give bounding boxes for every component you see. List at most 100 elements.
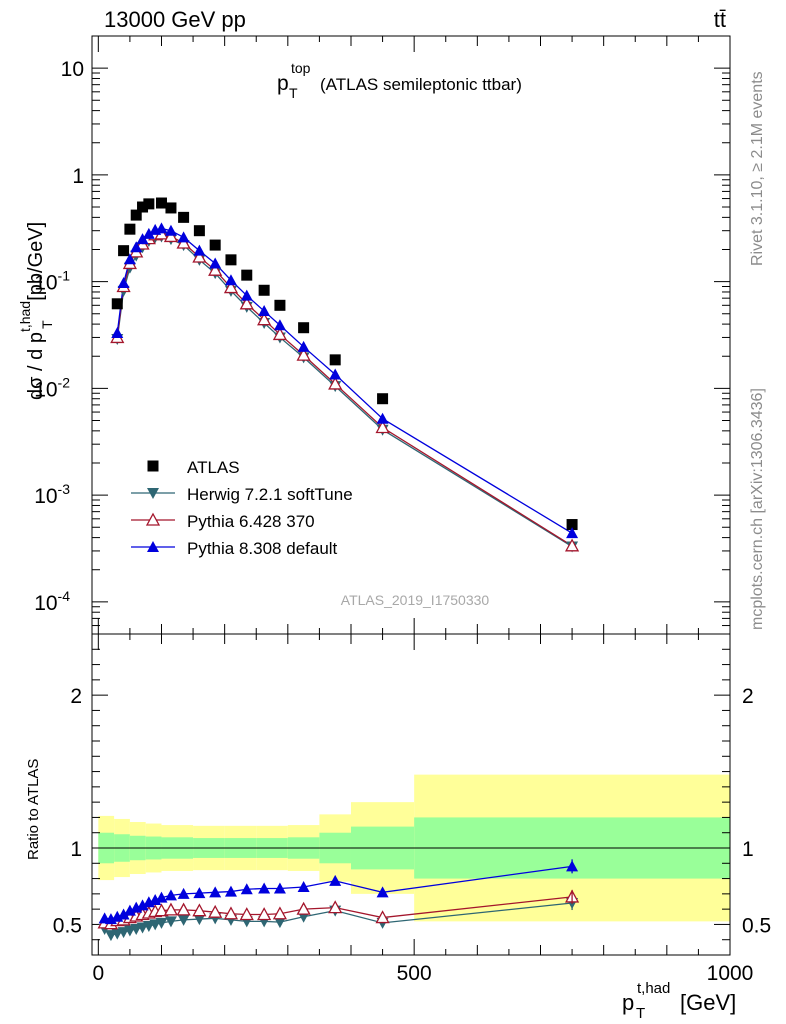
main-marker-3 bbox=[155, 222, 168, 234]
main-marker-3 bbox=[117, 277, 130, 289]
y-tick-label-main: 10 bbox=[61, 58, 84, 81]
atlas-data-point bbox=[377, 393, 389, 405]
ratio-marker-2 bbox=[208, 904, 223, 918]
ratio-marker-3 bbox=[376, 886, 389, 898]
atlas-data-point bbox=[241, 269, 253, 281]
ratio-marker-1 bbox=[177, 914, 190, 926]
main-marker-2 bbox=[296, 347, 311, 361]
ratio-marker-2 bbox=[163, 902, 179, 916]
atlas-data-point bbox=[130, 209, 142, 221]
ratio-marker-2 bbox=[176, 902, 191, 916]
main-marker-2 bbox=[163, 229, 179, 243]
chart-title: ptop T (ATLAS semileptonic ttbar) bbox=[277, 60, 522, 101]
ratio-marker-3 bbox=[164, 889, 177, 901]
main-marker-3 bbox=[329, 368, 342, 380]
ratio-marker-3 bbox=[224, 885, 237, 897]
main-marker-3 bbox=[240, 289, 253, 301]
ratio-marker-3 bbox=[136, 899, 149, 911]
atlas-data-point bbox=[566, 519, 578, 531]
atlas-data-point bbox=[111, 298, 123, 310]
atlas-data-point bbox=[118, 245, 130, 257]
main-marker-3 bbox=[177, 231, 190, 243]
atlas-data-point bbox=[124, 223, 136, 235]
main-marker-3 bbox=[297, 340, 310, 352]
ratio-marker-2 bbox=[296, 901, 311, 915]
ratio-marker-2 bbox=[257, 907, 272, 921]
legend-label-1: Herwig 7.2.1 softTune bbox=[187, 485, 353, 504]
ratio-marker-3 bbox=[273, 882, 286, 894]
legend-label-3: Pythia 8.308 default bbox=[187, 539, 338, 558]
y-tick-label-main: 10-3 bbox=[34, 481, 70, 508]
main-marker-3 bbox=[193, 244, 206, 256]
main-marker-3 bbox=[111, 327, 124, 339]
atlas-data-point bbox=[258, 284, 270, 296]
ratio-marker-3 bbox=[117, 908, 130, 920]
legend-label-0: ATLAS bbox=[187, 458, 240, 477]
x-tick-label: 1000 bbox=[707, 962, 754, 985]
y-tick-label-main: 10-4 bbox=[34, 588, 70, 615]
y-tick-label-ratio: 2 bbox=[742, 685, 754, 708]
y-tick-label-ratio: 1 bbox=[70, 838, 82, 861]
y-axis-label-main: dσ / d pt,had T [pb/GeV] bbox=[17, 222, 55, 400]
atlas-data-point bbox=[165, 202, 177, 214]
legend-marker-2 bbox=[145, 512, 161, 526]
mcplots-label: mcplots.cern.ch [arXiv:1306.3436] bbox=[749, 388, 766, 630]
ratio-marker-3 bbox=[258, 882, 271, 894]
atlas-data-point bbox=[155, 197, 167, 209]
ratio-marker-2 bbox=[272, 906, 288, 920]
x-tick-label: 500 bbox=[397, 962, 432, 985]
plot-frames bbox=[91, 35, 731, 956]
ratio-marker-2 bbox=[328, 900, 343, 914]
main-marker-3 bbox=[224, 274, 237, 286]
atlas-data-point bbox=[178, 211, 190, 223]
energy-label: 13000 GeV pp bbox=[104, 7, 246, 32]
atlas-data-point bbox=[143, 198, 155, 210]
ratio-marker-3 bbox=[123, 904, 136, 916]
legend: ATLAS Herwig 7.2.1 softTune Pythia 6.428 3… bbox=[131, 458, 353, 558]
main-marker-2 bbox=[272, 327, 288, 341]
main-marker-2 bbox=[564, 538, 580, 552]
x-tick-label: 0 bbox=[92, 962, 104, 985]
y-tick-label-ratio: 0.5 bbox=[742, 914, 771, 937]
main-marker-2 bbox=[223, 280, 239, 294]
main-marker-3 bbox=[566, 527, 579, 539]
atlas-data-point bbox=[298, 322, 310, 334]
main-marker-2 bbox=[375, 420, 390, 434]
ratio-marker-3 bbox=[155, 891, 168, 903]
atlas-data-point bbox=[274, 299, 286, 311]
ratio-marker-1 bbox=[193, 914, 206, 926]
legend-label-2: Pythia 6.428 370 bbox=[187, 512, 315, 531]
legend-marker-0 bbox=[147, 460, 159, 472]
main-marker-3 bbox=[142, 227, 155, 239]
ratio-marker-2 bbox=[223, 906, 239, 920]
main-marker-2 bbox=[257, 312, 272, 326]
y-axis-label-ratio: Ratio to ATLAS bbox=[25, 759, 42, 860]
main-marker-3 bbox=[376, 412, 389, 424]
main-marker-2 bbox=[239, 296, 254, 310]
main-marker-2 bbox=[192, 249, 207, 263]
main-marker-3 bbox=[136, 233, 149, 245]
y-tick-label-ratio: 2 bbox=[70, 685, 82, 708]
watermark: ATLAS_2019_I1750330 bbox=[341, 592, 490, 608]
atlas-data-point bbox=[329, 354, 341, 366]
ratio-marker-2 bbox=[192, 903, 207, 917]
ratio-marker-3 bbox=[193, 887, 206, 899]
x-axis-label: pt,had T [GeV] bbox=[622, 980, 736, 1022]
atlas-data-point bbox=[209, 239, 221, 251]
ratio-marker-2 bbox=[239, 907, 254, 921]
atlas-data-point bbox=[137, 201, 149, 213]
axis-ticks: 10-4 10-3 10-2 10-1 1 10 0 500 1000 0.5 0.5 1 1 2 2 bbox=[34, 35, 771, 985]
ratio-frame bbox=[91, 633, 731, 956]
ratio-marker-1 bbox=[164, 916, 177, 928]
atlas-data-point bbox=[225, 254, 237, 266]
rivet-label: Rivet 3.1.10, ≥ 2.1M events bbox=[749, 71, 766, 266]
y-tick-label-main: 10-2 bbox=[34, 374, 70, 401]
atlas-data-point bbox=[193, 225, 205, 237]
main-marker-3 bbox=[123, 253, 136, 265]
main-marker-2 bbox=[328, 376, 343, 390]
ratio-marker-1 bbox=[273, 917, 286, 929]
ratio-marker-3 bbox=[297, 880, 310, 892]
main-marker-2 bbox=[208, 262, 223, 276]
legend-marker-1 bbox=[147, 488, 159, 499]
